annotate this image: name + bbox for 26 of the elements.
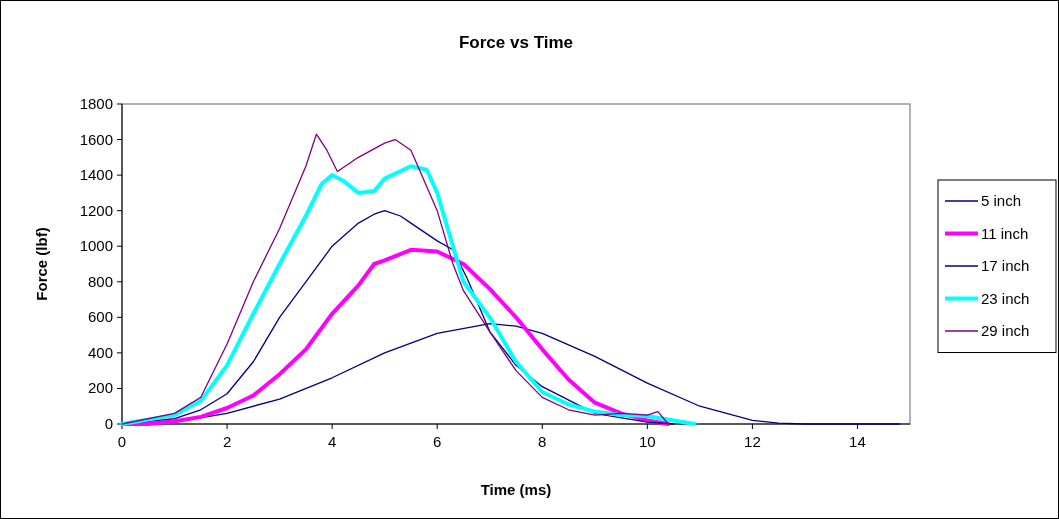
y-tick-label: 1600 — [79, 130, 113, 148]
legend-label: 29 inch — [981, 322, 1030, 339]
y-axis-title: Force (lbf) — [33, 227, 50, 301]
y-tick-label: 600 — [87, 308, 113, 326]
y-tick-label: 400 — [87, 343, 113, 361]
y-tick-label: 0 — [104, 415, 113, 432]
x-tick-label: 14 — [849, 433, 866, 450]
legend-label: 17 inch — [981, 257, 1030, 274]
x-tick-label: 10 — [638, 433, 656, 450]
x-tick-label: 8 — [538, 433, 547, 450]
y-tick-label: 1200 — [79, 201, 113, 219]
x-tick-label: 12 — [744, 433, 761, 450]
legend-label: 5 inch — [981, 192, 1022, 209]
legend-label: 23 inch — [981, 289, 1030, 307]
y-tick-label: 200 — [87, 379, 113, 397]
y-tick-label: 1800 — [79, 95, 113, 112]
x-tick-label: 0 — [117, 433, 127, 450]
y-tick-label: 1400 — [79, 166, 113, 184]
y-tick-label: 1000 — [79, 237, 113, 255]
legend-label: 11 inch — [981, 224, 1029, 242]
x-tick-label: 4 — [327, 433, 337, 450]
x-tick-label: 6 — [433, 433, 442, 450]
chart-title: Force vs Time — [458, 33, 574, 52]
y-tick-label: 800 — [87, 272, 113, 290]
x-axis-title: Time (ms) — [480, 481, 552, 498]
x-tick-label: 2 — [222, 433, 232, 450]
